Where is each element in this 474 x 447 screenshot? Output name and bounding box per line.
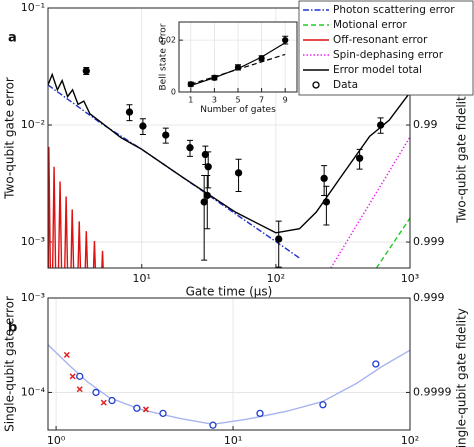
legend-box [298,0,474,96]
data-point [203,191,211,200]
y2-tick-label: 0.9999 [413,385,452,398]
data-point [76,386,83,393]
y2-tick-label: 0.999 [413,291,445,304]
data-point [355,154,364,162]
y-tick-label: 0 [171,88,176,97]
data-point [275,235,283,243]
y-axis-label: Single-qubit gate error [3,296,17,432]
x-tick-label: 10¹ [133,272,151,285]
x-tick-label: 10³ [401,272,419,285]
series-line [330,136,410,268]
data-point [187,81,194,88]
data-point [108,396,116,405]
y-axis-label: Two-qubit gate error [3,77,17,200]
legend-swatch [312,81,320,89]
legend-label: Error model total [333,64,422,76]
data-point [211,74,218,81]
legend: Photon scattering error Motional error Off… [298,0,474,96]
plot-clip [48,344,410,429]
data-point [186,144,194,152]
data-point [256,409,264,418]
x-axis-label: Gate time (μs) [186,285,273,299]
data-point [142,406,149,413]
legend-label: Off-resonant error [333,34,428,46]
axes-frame [47,7,411,269]
y-tick-label: 10⁻¹ [21,1,45,14]
plot-clip [187,35,289,88]
data-point [200,198,208,206]
y2-tick-label: 0.999 [413,235,445,248]
data-point [319,401,327,409]
data-point [322,198,331,206]
data-point [234,64,242,71]
data-point [92,388,100,397]
x-tick-label: 5 [235,96,240,105]
data-point [63,351,70,358]
data-point [133,404,141,412]
error-bar [275,220,282,268]
x-tick-label: 10⁰ [47,434,66,447]
data-point [162,131,170,139]
x-tick-label: 1 [188,96,193,105]
y-tick-label: 10⁻³ [21,291,45,304]
error-bar [204,175,211,230]
data-point [159,409,167,418]
plot-area [48,298,410,430]
x-tick-label: 10¹ [224,434,242,447]
axes-frame [178,21,298,93]
x-tick-label: 7 [259,96,264,105]
data-point [258,55,265,62]
data-point [282,36,289,44]
data-point [320,174,328,183]
data-point [234,169,243,177]
legend-label: Spin-dephasing error [333,49,444,61]
plot-clip [48,67,410,268]
data-point [204,163,212,171]
data-point [372,360,380,368]
panel-label: a [8,31,17,46]
data-point [100,399,107,406]
panel-label: b [8,321,17,336]
legend-label: Data [333,79,358,91]
data-point [201,150,210,159]
x-axis-label: Number of gates [200,105,276,115]
axes-frame [47,297,411,431]
data-point [76,372,84,380]
x-tick-label: 9 [283,96,288,105]
y-tick-label: 10⁻³ [21,235,45,248]
data-point [139,122,147,130]
x-tick-label: 10² [267,272,285,285]
data-point [69,373,76,380]
legend-label: Photon scattering error [333,4,455,16]
data-point [82,67,90,75]
y2-tick-label: 0.99 [413,118,438,131]
legend-label: Motional error [333,19,407,31]
y2-axis-label: Two-qubit gate fidelity [455,89,469,224]
data-point [125,108,134,116]
y2-axis-label: Single-qubit gate fidelity [455,308,469,447]
y-tick-label: 0.02 [158,36,176,45]
y-tick-label: 10⁻⁴ [21,385,46,398]
chart-panel: 1 3 5 7 9 0 0.02 Number of gates Bell state erro… [158,21,298,115]
x-tick-label: 3 [212,96,217,105]
series-line [48,72,410,234]
x-tick-label: 10² [401,434,419,447]
data-point [376,121,385,129]
y-tick-label: 10⁻² [21,118,45,131]
series-line [48,146,104,268]
data-point [209,421,217,429]
series-line [375,217,410,268]
y-axis-label: Bell state error [159,23,169,90]
